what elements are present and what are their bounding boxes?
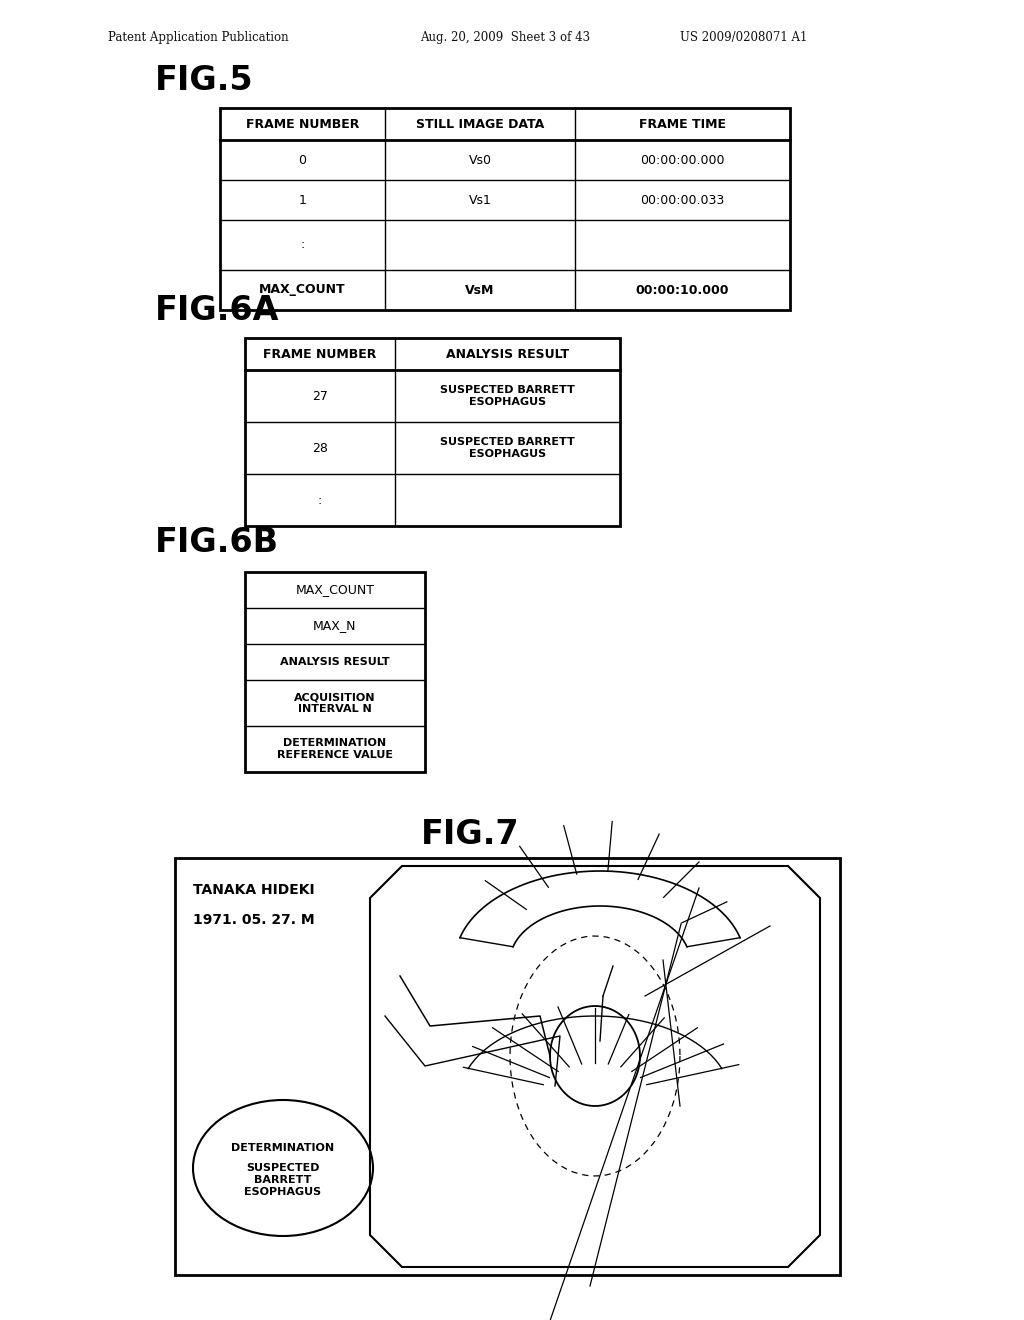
Bar <box>220 108 790 310</box>
Text: 0: 0 <box>299 153 306 166</box>
Text: DETERMINATION
REFERENCE VALUE: DETERMINATION REFERENCE VALUE <box>278 738 393 760</box>
Text: FIG.6B: FIG.6B <box>155 525 280 558</box>
Text: 28: 28 <box>312 441 328 454</box>
Text: 1971. 05. 27. M: 1971. 05. 27. M <box>193 913 314 927</box>
Text: FRAME TIME: FRAME TIME <box>639 117 726 131</box>
Text: ANALYSIS RESULT: ANALYSIS RESULT <box>281 657 390 667</box>
Text: ACQUISITION
INTERVAL N: ACQUISITION INTERVAL N <box>294 692 376 714</box>
Text: :: : <box>317 494 323 507</box>
Text: Patent Application Publication: Patent Application Publication <box>108 32 289 45</box>
Text: SUSPECTED
BARRETT
ESOPHAGUS: SUSPECTED BARRETT ESOPHAGUS <box>245 1163 322 1197</box>
Text: FIG.5: FIG.5 <box>155 63 254 96</box>
Text: 00:00:10.000: 00:00:10.000 <box>636 284 729 297</box>
Text: SUSPECTED BARRETT
ESOPHAGUS: SUSPECTED BARRETT ESOPHAGUS <box>440 385 574 407</box>
Text: FIG.6A: FIG.6A <box>155 293 280 326</box>
Text: :: : <box>300 239 304 252</box>
Text: FRAME NUMBER: FRAME NUMBER <box>246 117 359 131</box>
Text: MAX_N: MAX_N <box>313 619 356 632</box>
Text: 27: 27 <box>312 389 328 403</box>
Text: ANALYSIS RESULT: ANALYSIS RESULT <box>445 347 569 360</box>
Text: MAX_COUNT: MAX_COUNT <box>296 583 375 597</box>
Text: Vs0: Vs0 <box>469 153 492 166</box>
Bar <box>245 338 620 525</box>
Text: 1: 1 <box>299 194 306 206</box>
Bar <box>175 858 840 1275</box>
Bar <box>245 572 425 772</box>
Text: 00:00:00.033: 00:00:00.033 <box>640 194 725 206</box>
Text: VsM: VsM <box>465 284 495 297</box>
Text: FIG.7: FIG.7 <box>421 817 519 850</box>
Text: SUSPECTED BARRETT
ESOPHAGUS: SUSPECTED BARRETT ESOPHAGUS <box>440 437 574 459</box>
Text: Vs1: Vs1 <box>469 194 492 206</box>
Text: DETERMINATION: DETERMINATION <box>231 1143 335 1152</box>
Text: STILL IMAGE DATA: STILL IMAGE DATA <box>416 117 544 131</box>
Text: MAX_COUNT: MAX_COUNT <box>259 284 346 297</box>
Text: 00:00:00.000: 00:00:00.000 <box>640 153 725 166</box>
Text: FRAME NUMBER: FRAME NUMBER <box>263 347 377 360</box>
Text: US 2009/0208071 A1: US 2009/0208071 A1 <box>680 32 807 45</box>
Text: TANAKA HIDEKI: TANAKA HIDEKI <box>193 883 314 898</box>
Text: Aug. 20, 2009  Sheet 3 of 43: Aug. 20, 2009 Sheet 3 of 43 <box>420 32 590 45</box>
